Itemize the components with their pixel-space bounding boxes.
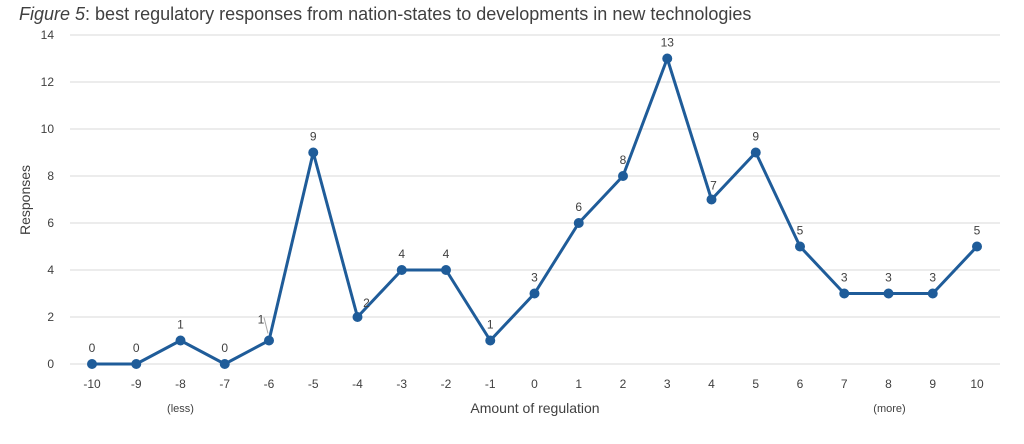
gridlines	[70, 34, 1000, 365]
x-tick-label: -3	[396, 377, 407, 391]
y-tick-label: 10	[41, 122, 55, 136]
data-label: 13	[661, 36, 675, 50]
data-point	[795, 241, 805, 252]
data-label: 5	[797, 224, 804, 238]
x-tick-label: -7	[219, 377, 230, 391]
x-tick-label: 0	[531, 377, 538, 391]
data-point	[485, 335, 496, 346]
data-point	[264, 335, 274, 346]
x-tick-label: -1	[485, 377, 496, 391]
data-label: 1	[258, 313, 265, 327]
data-label: 9	[310, 130, 317, 144]
data-point	[441, 265, 451, 275]
data-label: 4	[398, 247, 405, 261]
data-label: 9	[752, 130, 759, 144]
data-label: 3	[841, 271, 848, 285]
x-tick-label: 3	[664, 377, 671, 391]
data-point	[573, 218, 584, 228]
y-axis-label: Responses	[17, 165, 33, 235]
data-point	[87, 359, 97, 369]
y-tick-label: 0	[47, 357, 54, 371]
data-label: 4	[443, 247, 450, 261]
x-tick-label: 8	[885, 377, 892, 391]
data-label: 0	[133, 341, 140, 355]
data-point	[839, 288, 850, 299]
data-label: 8	[620, 153, 627, 167]
x-tick-label: -2	[441, 377, 452, 391]
x-tick-label: 7	[841, 377, 848, 391]
data-label-leader	[263, 317, 269, 334]
data-label: 1	[487, 318, 494, 332]
data-label: 3	[885, 271, 892, 285]
data-label: 3	[531, 271, 538, 285]
y-tick-label: 4	[47, 263, 54, 277]
series	[87, 53, 982, 369]
x-tick-label: 10	[970, 377, 984, 391]
data-point	[750, 147, 761, 158]
y-axis-ticks: 0 2 4 6 8 10 12 14	[41, 28, 55, 371]
data-point	[219, 359, 230, 369]
data-point	[529, 288, 540, 299]
data-point	[927, 288, 938, 299]
data-label: 6	[575, 200, 582, 214]
data-point	[972, 241, 982, 252]
data-point	[396, 265, 407, 275]
x-tick-label: 6	[797, 377, 804, 391]
annotation-less: (less)	[167, 403, 194, 415]
figure-number: Figure 5	[19, 4, 86, 24]
chart-title: Figure 5: best regulatory responses from…	[19, 4, 751, 25]
data-point	[618, 171, 628, 181]
data-point	[131, 359, 142, 369]
series-line	[90, 57, 979, 366]
data-point	[662, 53, 673, 64]
x-axis-ticks: -10 -9 -8 -7 -6 -5 -4 -3 -2 -1 0 1 2 3 4 5 6 7 8 9 10	[83, 377, 984, 391]
data-label: 5	[974, 224, 981, 238]
data-label: 0	[221, 341, 228, 355]
x-axis-label: Amount of regulation	[470, 400, 599, 416]
y-tick-label: 12	[41, 75, 55, 89]
y-tick-label: 14	[41, 28, 55, 42]
x-tick-label: 5	[752, 377, 759, 391]
annotation-more: (more)	[873, 403, 905, 415]
data-point	[352, 312, 363, 322]
data-point	[175, 335, 186, 346]
x-tick-label: 2	[620, 377, 627, 391]
data-point	[883, 288, 894, 299]
x-tick-label: 9	[929, 377, 936, 391]
x-tick-label: -5	[308, 377, 319, 391]
data-label: 1	[177, 318, 184, 332]
figure-caption: : best regulatory responses from nation-…	[85, 4, 752, 24]
x-tick-label: -9	[131, 377, 142, 391]
x-tick-label: -10	[83, 377, 101, 391]
data-label: 3	[929, 271, 936, 285]
data-point	[308, 147, 319, 158]
x-tick-label: 1	[575, 377, 582, 391]
data-label: 7	[710, 179, 717, 193]
x-tick-label: -8	[175, 377, 186, 391]
y-tick-label: 6	[47, 216, 54, 230]
data-point	[706, 194, 717, 205]
data-label: 2	[363, 296, 370, 310]
x-tick-label: -4	[352, 377, 363, 391]
y-tick-label: 8	[47, 169, 54, 183]
y-tick-label: 2	[47, 310, 54, 324]
x-tick-label: -6	[264, 377, 275, 391]
data-label: 0	[89, 341, 96, 355]
x-tick-label: 4	[708, 377, 715, 391]
